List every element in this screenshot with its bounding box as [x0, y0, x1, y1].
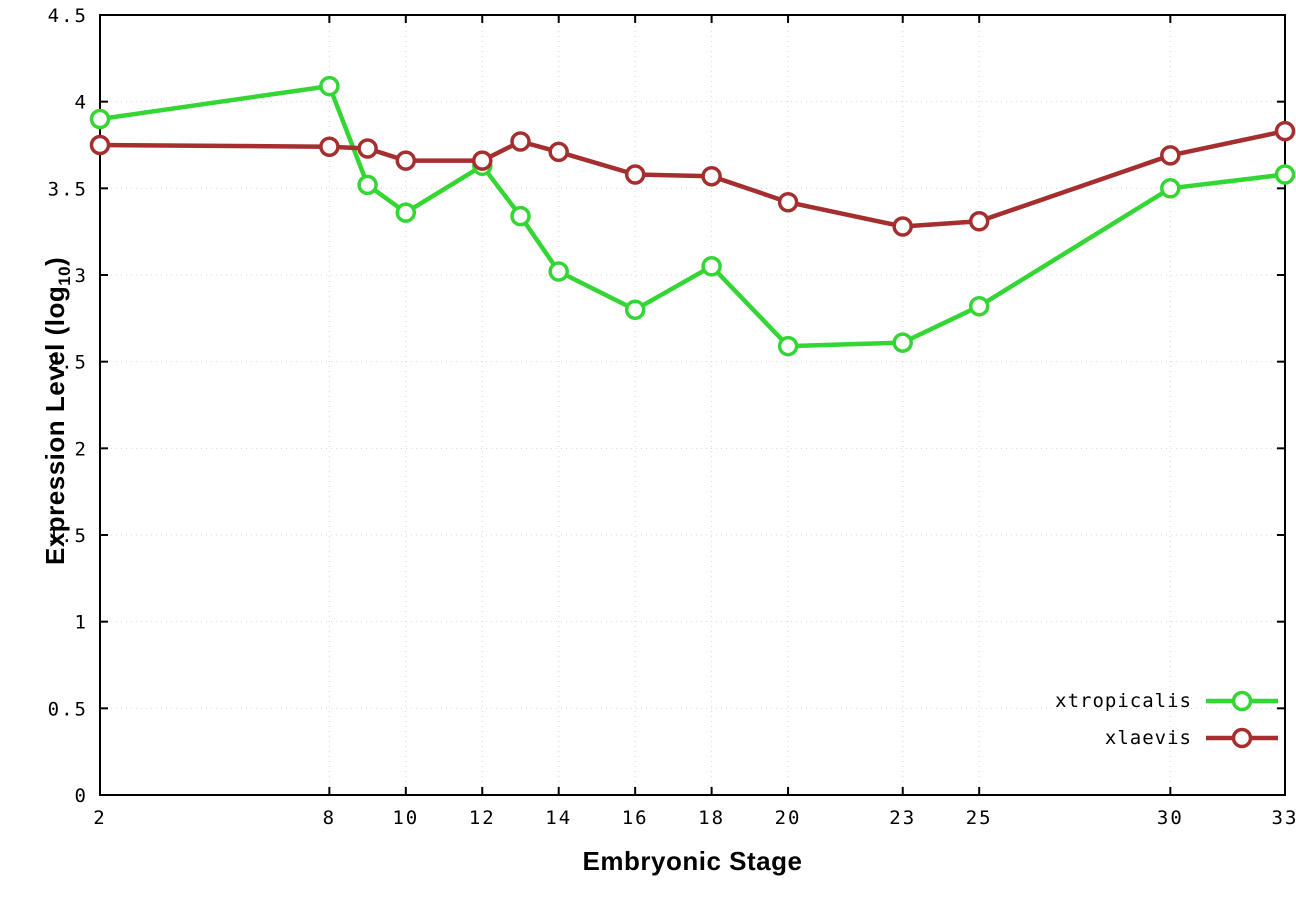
y-axis-label-subscript: 10: [55, 265, 75, 286]
legend-item-xlaevis: xlaevis: [1055, 721, 1280, 755]
x-tick-label: 23: [889, 807, 916, 829]
marker-xlaevis: [357, 138, 378, 159]
marker-xtropicalis: [968, 295, 990, 317]
x-tick-label: 33: [1272, 807, 1296, 829]
y-tick-label: 3.5: [48, 178, 88, 200]
marker-xtropicalis: [624, 299, 646, 320]
y-tick-label: 4.5: [48, 5, 88, 27]
marker-xlaevis: [548, 141, 569, 163]
y-tick-label: 1.5: [48, 525, 88, 547]
legend: xtropicalis xlaevis: [1055, 684, 1280, 755]
marker-xtropicalis: [1160, 178, 1181, 199]
x-tick-label: 8: [323, 807, 336, 829]
marker-xtropicalis: [510, 205, 531, 227]
marker-xtropicalis: [1274, 164, 1296, 185]
legend-item-xtropicalis: xtropicalis: [1055, 684, 1280, 718]
y-tick-label: 1: [75, 612, 88, 634]
y-tick-label: 0.5: [48, 698, 88, 720]
marker-xlaevis: [701, 165, 722, 187]
legend-marker-xtropicalis: [1204, 688, 1280, 714]
y-axis-label-close: ): [40, 256, 70, 266]
x-tick-label: 20: [775, 807, 802, 829]
marker-xtropicalis: [395, 202, 417, 223]
marker-xlaevis: [1160, 145, 1181, 166]
marker-xtropicalis: [777, 335, 799, 357]
x-tick-label: 30: [1157, 807, 1184, 829]
x-tick-label: 10: [392, 807, 419, 829]
series-line-xtropicalis: [97, 83, 1288, 349]
marker-xlaevis: [510, 131, 531, 152]
x-tick-label: 16: [622, 807, 649, 829]
y-axis-label-text: Expression Level (log: [40, 285, 70, 565]
marker-xlaevis: [1274, 120, 1296, 142]
y-tick-label: 0: [75, 785, 88, 807]
marker-xlaevis: [472, 150, 493, 171]
marker-xtropicalis: [357, 174, 378, 196]
marker-xlaevis: [89, 134, 111, 156]
marker-xtropicalis: [89, 108, 111, 130]
x-tick-label: 12: [469, 807, 496, 829]
x-tick-label: 18: [698, 807, 725, 829]
y-tick-label: 3: [75, 265, 88, 287]
y-tick-label: 2.5: [48, 352, 88, 374]
marker-xlaevis: [319, 136, 340, 157]
marker-xlaevis: [395, 150, 417, 171]
legend-circle-icon: [1231, 727, 1253, 749]
y-tick-label: 2: [75, 438, 88, 460]
legend-marker-icon: [1206, 727, 1278, 749]
marker-xtropicalis: [548, 261, 569, 282]
marker-xlaevis: [968, 211, 990, 232]
marker-xtropicalis: [319, 75, 340, 97]
legend-label-xlaevis: xlaevis: [1104, 727, 1192, 749]
x-tick-label: 2: [93, 807, 106, 829]
marker-xlaevis: [892, 216, 913, 237]
x-tick-label: 14: [545, 807, 572, 829]
series-line-xlaevis: [97, 128, 1288, 229]
plot-border: [99, 14, 1286, 796]
marker-xlaevis: [777, 191, 799, 213]
marker-xtropicalis: [892, 332, 913, 353]
x-axis-label: Embryonic Stage: [582, 846, 803, 876]
y-tick-label: 4: [75, 92, 88, 114]
marker-xlaevis: [624, 164, 646, 185]
y-axis-label: Expression Level (log10): [40, 257, 75, 565]
marker-xtropicalis: [701, 256, 722, 277]
legend-marker-xlaevis: [1204, 725, 1280, 751]
legend-label-xtropicalis: xtropicalis: [1055, 690, 1192, 712]
legend-marker-icon: [1206, 690, 1278, 712]
legend-circle-icon: [1231, 690, 1253, 712]
x-tick-label: 25: [966, 807, 993, 829]
